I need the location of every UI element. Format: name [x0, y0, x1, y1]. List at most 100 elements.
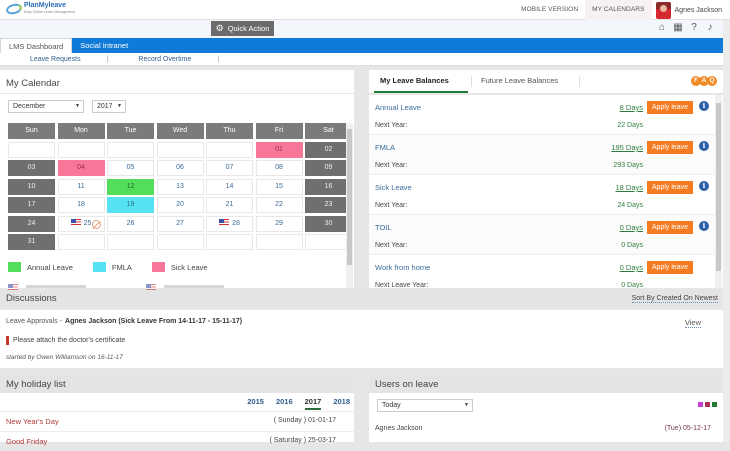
tab-lms-dashboard[interactable]: LMS Dashboard [0, 38, 73, 53]
leave-requests-link[interactable]: Leave Requests [30, 55, 81, 63]
calendar-day[interactable]: 13 [156, 178, 204, 195]
leave-type-name[interactable]: Work from home [375, 263, 431, 272]
color-filter-swatch[interactable] [712, 402, 717, 407]
leave-days-link[interactable]: 0 Days [619, 263, 643, 272]
faq-button[interactable]: F A Q [691, 76, 717, 86]
leave-days-link[interactable]: 195 Days [611, 143, 643, 152]
calendar-empty-cell [305, 234, 352, 250]
home-icon[interactable]: ⌂ [658, 22, 666, 33]
year-tab-2016[interactable]: 2016 [275, 397, 293, 406]
calendar-day[interactable]: 30 [305, 215, 352, 232]
calendar-day[interactable]: 06 [156, 160, 204, 176]
calendar-day[interactable]: 29 [255, 215, 303, 232]
calendar-day[interactable]: 23 [305, 197, 352, 213]
discussion-subject[interactable]: Agnes Jackson (Sick Leave From 14-11-17 … [65, 318, 243, 325]
calendar-day[interactable]: 04 [57, 160, 105, 176]
calendar-scrollbar[interactable] [346, 123, 353, 288]
calendar-day[interactable]: 11 [57, 178, 105, 195]
mobile-version-link[interactable]: MOBILE VERSION [521, 6, 579, 13]
scroll-thumb[interactable] [716, 103, 721, 271]
info-icon[interactable]: i [699, 101, 709, 111]
calendar-day[interactable]: 01 [255, 141, 303, 158]
calendar-day[interactable]: 25 [57, 215, 105, 232]
apply-leave-button[interactable]: Apply leave [647, 221, 693, 234]
users-on-leave-header: Users on leave [369, 375, 723, 393]
apply-leave-button[interactable]: Apply leave [647, 141, 693, 154]
sort-link[interactable]: Sort By Created On Newest [631, 295, 718, 303]
calendar-day[interactable]: 16 [305, 178, 352, 195]
tab-my-leave-balances[interactable]: My Leave Balances [374, 70, 468, 93]
info-icon[interactable]: i [699, 221, 709, 231]
apply-leave-button[interactable]: Apply leave [647, 181, 693, 194]
calendar-day[interactable]: 02 [305, 141, 352, 158]
tab-social-intranet[interactable]: Social Intranet [80, 41, 129, 50]
period-select[interactable]: Today ▼ [377, 399, 473, 412]
year-tab-2015[interactable]: 2015 [247, 397, 264, 406]
leave-balances-scrollbar[interactable] [715, 95, 722, 288]
calendar-day[interactable]: 07 [206, 160, 253, 176]
year-tab-2018[interactable]: 2018 [333, 397, 350, 406]
info-icon[interactable]: i [699, 141, 709, 151]
calendar-day[interactable]: 12 [107, 178, 154, 195]
help-icon[interactable]: ? [691, 22, 697, 33]
flag-icon [146, 284, 156, 291]
user-menu[interactable]: Agnes Jackson [652, 0, 730, 20]
apply-leave-button[interactable]: Apply leave [647, 101, 693, 114]
calendar-day[interactable]: 03 [8, 160, 55, 176]
leave-type-name[interactable]: FMLA [375, 143, 396, 152]
color-filter-swatch[interactable] [698, 402, 703, 407]
leave-days-link[interactable]: 18 Days [615, 183, 643, 192]
leave-balance-row: FMLA 195 Days Apply leave i Next Year: 2… [369, 135, 715, 175]
calendar-day[interactable]: 31 [8, 234, 55, 250]
scroll-thumb[interactable] [347, 129, 352, 265]
calendar-day[interactable]: 27 [156, 215, 204, 232]
calendar-day[interactable]: 28 [206, 215, 253, 232]
calendar-day[interactable]: 19 [107, 197, 154, 213]
my-calendars-link[interactable]: MY CALENDARS [585, 0, 652, 20]
calendar-day[interactable]: 18 [57, 197, 105, 213]
calendar-day[interactable]: 05 [107, 160, 154, 176]
calendar-icon[interactable]: ▦ [673, 22, 683, 33]
leave-days-link[interactable]: 0 Days [619, 223, 643, 232]
color-filter-swatch[interactable] [705, 402, 710, 407]
calendar-day[interactable]: 17 [8, 197, 55, 213]
calendar-day[interactable]: 10 [8, 178, 55, 195]
user-on-leave-name[interactable]: Agnes Jackson [375, 425, 423, 432]
legend-label: Sick Leave [170, 262, 208, 272]
calendar-day[interactable]: 14 [206, 178, 253, 195]
view-link[interactable]: View [684, 318, 701, 328]
leave-type-name[interactable]: TOIL [375, 223, 392, 232]
leave-days-link[interactable]: 8 Days [619, 103, 643, 112]
calendar-day[interactable]: 15 [255, 178, 303, 195]
avatar [655, 1, 671, 19]
calendar-day[interactable]: 26 [107, 215, 154, 232]
month-select[interactable]: December ▼ [8, 100, 84, 113]
calendar-day[interactable]: 24 [8, 215, 55, 232]
bell-icon[interactable]: ♪ [707, 22, 713, 33]
logo-name: PlanMyleave [24, 2, 67, 9]
tab-future-leave-balances[interactable]: Future Leave Balances [481, 76, 559, 85]
sub-bar: ⚙ Quick Action ⌂ ▦ ? ♪ [0, 20, 730, 38]
apply-leave-button[interactable]: Apply leave [647, 261, 693, 274]
quick-action-label: Quick Action [227, 24, 270, 33]
logo[interactable]: PlanMyleave Easy Online Leave Management [4, 2, 75, 16]
record-overtime-link[interactable]: Record Overtime [138, 55, 192, 63]
calendar-day[interactable]: 22 [255, 197, 303, 213]
calendar-day[interactable]: 20 [156, 197, 204, 213]
legend-swatch [8, 262, 21, 272]
day-number: 13 [176, 182, 184, 190]
leave-type-name[interactable]: Annual Leave [375, 103, 421, 112]
leave-balances-header: My Leave Balances Future Leave Balances … [369, 70, 723, 94]
quick-action-button[interactable]: ⚙ Quick Action [211, 21, 274, 36]
info-icon[interactable]: i [699, 181, 709, 191]
calendar-day[interactable]: 08 [255, 160, 303, 176]
calendar-empty-cell [107, 234, 154, 250]
calendar-empty-cell [206, 141, 253, 158]
calendar-day[interactable]: 09 [305, 160, 352, 176]
calendar-day[interactable]: 21 [206, 197, 253, 213]
year-tab-2017[interactable]: 2017 [304, 397, 322, 410]
leave-type-name[interactable]: Sick Leave [375, 183, 412, 192]
page-scrollbar[interactable] [723, 20, 730, 442]
year-select[interactable]: 2017 ▼ [92, 100, 126, 113]
day-number: 08 [275, 164, 283, 171]
